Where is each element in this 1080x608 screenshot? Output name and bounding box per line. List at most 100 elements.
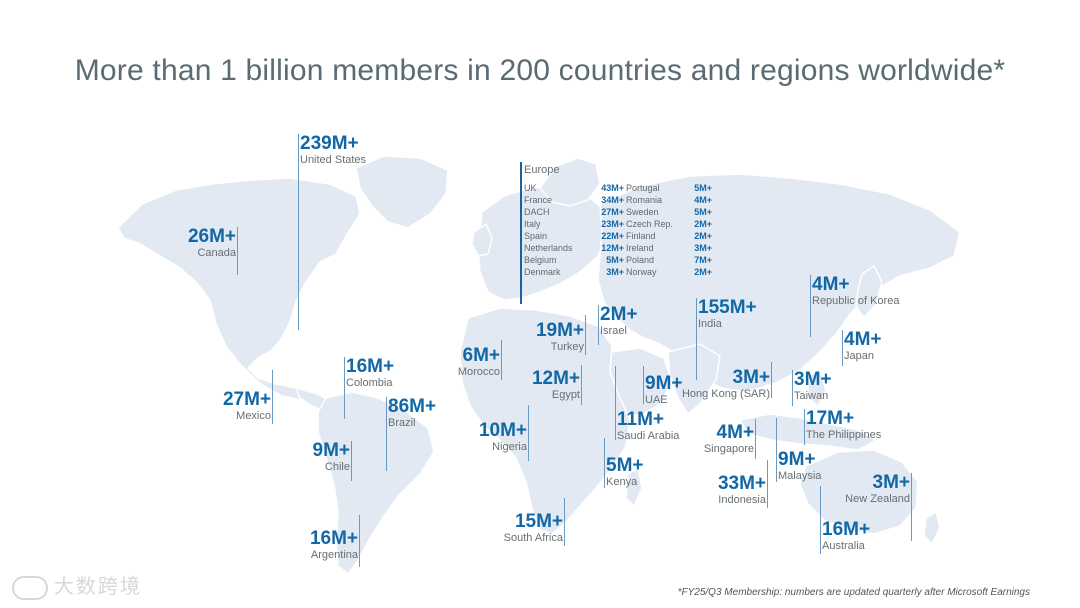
europe-row-czech: Czech Rep. 2M+ [626,219,712,231]
label-japan: 4M+ Japan [842,329,882,366]
value-chile: 9M+ [312,440,351,461]
name-korea: Republic of Korea [812,295,900,307]
label-australia: 16M+ Australia [820,486,870,554]
europe-name: Portugal [626,183,660,193]
label-canada: 26M+ Canada [188,227,238,275]
leader-line [792,370,793,406]
southeast-asia-shape [739,413,877,451]
name-argentina: Argentina [310,549,358,561]
label-colombia: 16M+ Colombia [344,357,394,419]
europe-name: Czech Rep. [626,219,674,229]
value-philippines: 17M+ [806,408,855,429]
leader-line [771,362,772,398]
name-nigeria: Nigeria [492,441,527,453]
leader-line [351,441,352,481]
footnote: *FY25/Q3 Membership: numbers are updated… [677,587,1030,598]
name-israel: Israel [600,325,627,337]
leader-line [528,405,529,461]
asia-shape [597,173,961,393]
europe-name: Denmark [524,267,561,277]
name-canada: Canada [197,247,236,259]
label-brazil: 86M+ Brazil [386,397,436,471]
europe-value: 23M+ [601,219,624,229]
value-new-zealand: 3M+ [872,472,911,493]
europe-name: France [524,195,553,205]
india-shape [667,343,721,415]
label-mexico: 27M+ Mexico [222,370,273,424]
name-morocco: Morocco [457,366,500,378]
south-america-shape [317,391,435,575]
europe-name: Netherlands [524,243,573,253]
europe-value: 27M+ [601,207,624,217]
value-mexico: 27M+ [222,389,271,410]
europe-value: 2M+ [694,231,712,241]
europe-row-denmark: Denmark 3M+ [524,267,624,279]
europe-row-romania: Romania 4M+ [626,195,712,207]
uk-shape [471,223,493,257]
leader-line [755,419,756,459]
leader-line [344,357,345,419]
name-new-zealand: New Zealand [845,493,910,505]
watermark-text: 大数跨境 [54,576,142,599]
europe-breakdown: Europe UK 43M+ France 34M+ DACH 27M+ Ita… [520,162,720,304]
name-kenya: Kenya [606,476,638,488]
value-japan: 4M+ [844,329,882,350]
name-mexico: Mexico [236,410,271,422]
label-malaysia: 9M+ Malaysia [776,418,822,482]
label-israel: 2M+ Israel [598,305,638,345]
label-argentina: 16M+ Argentina [310,515,360,567]
leader-line [298,134,299,330]
leader-line [386,397,387,471]
label-nigeria: 10M+ Nigeria [479,405,529,461]
europe-name: Spain [524,231,548,241]
label-saudi-arabia: 11M+ Saudi Arabia [615,366,679,442]
europe-value: 2M+ [694,219,712,229]
label-singapore: 4M+ Singapore [704,419,756,459]
europe-row-spain: Spain 22M+ [524,231,624,243]
label-india: 155M+ India [696,298,757,380]
australia-shape [799,449,919,535]
value-south-africa: 15M+ [514,511,563,532]
leader-line [598,305,599,345]
label-taiwan: 3M+ Taiwan [792,370,832,406]
leader-line [604,438,605,488]
label-united-states: 239M+ United States [298,134,366,330]
name-uae: UAE [645,394,668,406]
europe-value: 5M+ [694,207,712,217]
name-indonesia: Indonesia [718,494,766,506]
value-morocco: 6M+ [462,345,501,366]
label-kenya: 5M+ Kenya [604,438,644,488]
europe-row-finland: Finland 2M+ [626,231,712,243]
leader-line [615,366,616,440]
watermark-logo: 大数跨境 [12,570,142,600]
madagascar-shape [625,467,643,507]
label-uae: 9M+ UAE [643,366,683,406]
name-australia: Australia [822,540,865,552]
europe-value: 7M+ [694,255,712,265]
europe-row-dach: DACH 27M+ [524,207,624,219]
europe-heading: Europe [524,164,560,176]
europe-name: Norway [626,267,657,277]
leader-line [643,366,644,404]
name-colombia: Colombia [346,377,393,389]
europe-row-italy: Italy 23M+ [524,219,624,231]
europe-value: 34M+ [601,195,624,205]
name-chile: Chile [324,461,350,473]
leader-line [820,486,821,554]
value-malaysia: 9M+ [778,449,816,470]
leader-line [696,298,697,380]
europe-value: 12M+ [601,243,624,253]
name-malaysia: Malaysia [778,470,822,482]
name-taiwan: Taiwan [794,390,829,402]
leader-line [237,227,238,275]
europe-name: Ireland [626,243,654,253]
europe-name: Belgium [524,255,557,265]
watermark-icon [12,576,48,600]
europe-row-ireland: Ireland 3M+ [626,243,712,255]
europe-value: 3M+ [606,267,624,277]
name-japan: Japan [844,350,874,362]
label-egypt: 12M+ Egypt [532,365,582,405]
value-singapore: 4M+ [716,422,755,443]
label-indonesia: 33M+ Indonesia [718,460,768,508]
